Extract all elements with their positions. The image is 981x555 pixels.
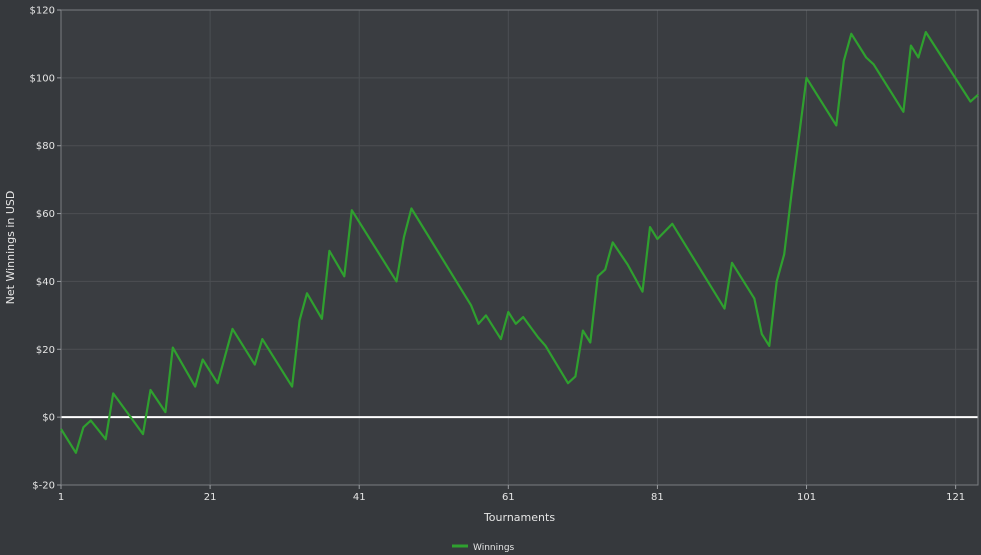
x-axis-ticks: 1 21 41 61 81 101 121 — [58, 485, 965, 503]
y-tick-label: $80 — [36, 141, 55, 152]
y-tick-label: $-20 — [32, 481, 55, 492]
plot-area — [61, 10, 978, 485]
x-tick-label: 41 — [353, 492, 366, 503]
x-tick-label: 121 — [946, 492, 965, 503]
y-tick-label: $0 — [42, 413, 55, 424]
x-tick-label: 21 — [204, 492, 217, 503]
x-axis-title: Tournaments — [483, 511, 555, 524]
y-tick-label: $40 — [36, 277, 55, 288]
x-tick-label: 61 — [502, 492, 515, 503]
y-tick-label: $20 — [36, 345, 55, 356]
legend[interactable]: Winnings — [452, 543, 515, 553]
y-tick-label: $60 — [36, 209, 55, 220]
x-tick-label: 1 — [58, 492, 64, 503]
y-tick-label: $120 — [30, 6, 55, 17]
x-tick-label: 101 — [797, 492, 816, 503]
y-axis-ticks: $-20 $0 $20 $40 $60 $80 $100 $120 — [30, 6, 61, 492]
x-tick-label: 81 — [651, 492, 664, 503]
plot-border — [60, 9, 979, 486]
legend-label-winnings: Winnings — [473, 543, 515, 553]
series-line-winnings — [60, 30, 979, 454]
y-tick-label: $100 — [30, 73, 55, 84]
y-axis-title: Net Winnings in USD — [4, 191, 17, 305]
